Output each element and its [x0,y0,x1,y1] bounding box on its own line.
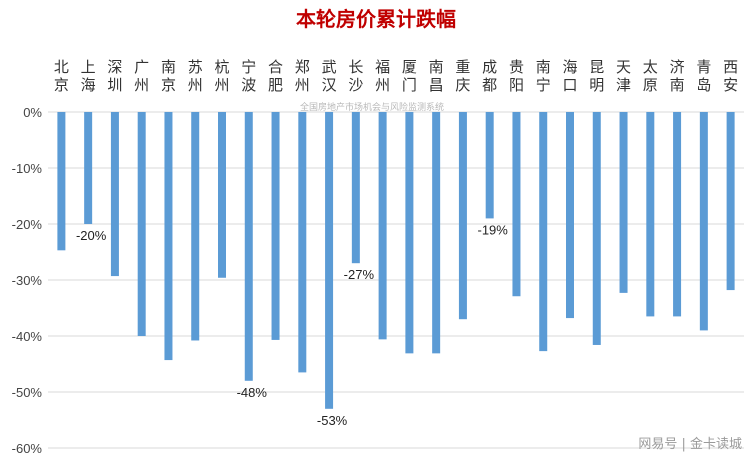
category-label: 波 [241,76,256,94]
category-label: 州 [188,76,203,94]
bar [512,112,521,297]
category-label: 肥 [268,76,283,94]
bar [646,112,655,317]
y-tick-label: -60% [12,441,43,456]
category-label: 杭 [214,58,229,76]
category-label: 原 [643,76,658,94]
y-tick-label: 0% [23,105,42,120]
data-label: -27% [344,267,375,282]
category-label: 明 [589,76,604,94]
category-label: 成 [482,58,497,76]
bar [351,112,360,264]
bar [699,112,708,331]
bar [298,112,307,373]
bar [458,112,467,320]
category-label: 圳 [107,76,122,94]
bar [378,112,387,340]
category-label: 州 [214,76,229,94]
category-label: 重 [455,58,470,76]
category-label: 州 [134,76,149,94]
y-tick-label: -30% [12,273,43,288]
category-label: 太 [643,58,658,76]
data-labels: -20% -48% -53% -27% -19% [76,222,508,427]
category-label: 南 [670,76,685,94]
bar [673,112,682,317]
category-label: 苏 [188,58,203,76]
bar [485,112,494,219]
category-label: 青 [696,58,711,76]
category-label: 南 [429,58,444,76]
category-label: 安 [723,76,738,94]
category-label: 长 [348,58,363,76]
category-label: 庆 [455,76,470,94]
gridlines [48,111,744,449]
bar [84,112,93,224]
y-tick-label: -20% [12,217,43,232]
y-tick-label: -50% [12,385,43,400]
category-label: 州 [295,76,310,94]
category-label: 汉 [322,76,337,94]
category-label: 合 [268,58,283,76]
footer-watermark: 网易号 | 金卡读城 [638,436,742,452]
category-label: 津 [616,76,631,94]
category-label: 口 [562,76,577,94]
data-label: -19% [478,222,509,237]
category-label: 广 [134,58,149,76]
data-label: -20% [76,228,107,243]
y-tick-label: -10% [12,161,43,176]
category-label: 都 [482,76,497,94]
category-label: 北 [54,58,69,76]
category-label: 昆 [589,58,604,76]
category-label: 宁 [536,76,551,94]
y-tick-label: -40% [12,329,43,344]
bar [325,112,334,409]
category-label: 深 [107,58,122,76]
bar [191,112,200,341]
chart-title: 本轮房价累计跌幅 [296,7,456,31]
bar [164,112,173,361]
bar [405,112,414,354]
category-label: 武 [322,58,337,76]
watermark: 全国房地产市场机会与风险监测系统 [300,101,444,113]
category-label: 南 [161,58,176,76]
category-label: 郑 [295,58,310,76]
category-label: 州 [375,76,390,94]
category-label: 天 [616,58,631,76]
category-label: 岛 [696,76,711,94]
category-label: 京 [54,76,69,94]
category-label: 沙 [348,76,363,94]
category-label: 济 [670,58,685,76]
category-label: 昌 [429,76,444,94]
y-axis-ticks: 0% -10% -20% -30% -40% -50% -60% [12,105,43,456]
category-labels: 北京上海深圳广州南京苏州杭州宁波合肥郑州武汉长沙福州厦门南昌重庆成都贵阳南宁海口… [54,58,738,94]
category-label: 南 [536,58,551,76]
bar [244,112,253,381]
bar [218,112,226,278]
data-label: -48% [237,385,268,400]
bar [57,112,66,251]
category-label: 海 [81,76,96,94]
category-label: 西 [723,58,738,76]
category-label: 京 [161,76,176,94]
category-label: 宁 [241,58,256,76]
bar [432,112,441,354]
bar [137,112,146,336]
bar [566,112,574,319]
data-label: -53% [317,413,348,428]
category-label: 厦 [402,58,417,76]
bar [592,112,601,345]
category-label: 门 [402,76,417,94]
category-label: 贵 [509,58,524,76]
bars [57,112,735,409]
category-label: 上 [81,58,96,76]
bar [619,112,628,293]
category-label: 海 [562,58,577,76]
bar [539,112,548,352]
bar [110,112,119,277]
bar [726,112,735,291]
category-label: 阳 [509,76,524,94]
bar [271,112,280,340]
category-label: 福 [375,58,390,76]
